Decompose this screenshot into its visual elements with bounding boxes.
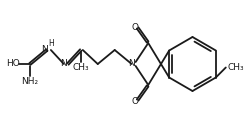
Text: N: N [61, 60, 67, 68]
Text: CH₃: CH₃ [228, 63, 245, 72]
Text: N: N [42, 44, 48, 53]
Text: CH₃: CH₃ [72, 64, 89, 73]
Text: N: N [128, 60, 135, 68]
Text: HO: HO [6, 60, 20, 68]
Text: O: O [131, 97, 138, 106]
Text: NH₂: NH₂ [21, 76, 39, 85]
Text: O: O [131, 22, 138, 31]
Text: H: H [48, 38, 54, 47]
